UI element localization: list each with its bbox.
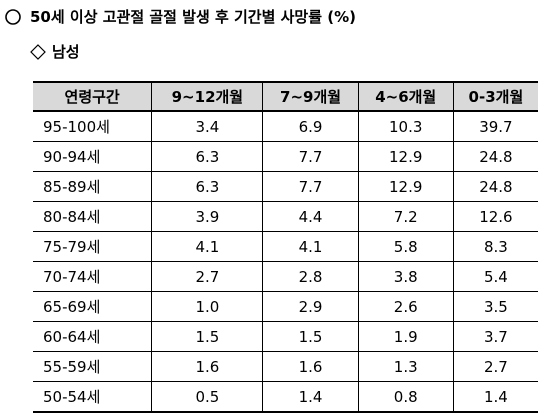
row-label: 50-54세 <box>33 381 152 413</box>
cell: 12.9 <box>357 141 454 172</box>
cell: 4.1 <box>151 231 263 262</box>
row-label: 65-69세 <box>33 291 152 322</box>
row-label: 55-59세 <box>33 351 152 382</box>
cell: 8.3 <box>452 231 538 262</box>
table-row: 55-59세 1.6 1.6 1.3 2.7 <box>33 351 538 382</box>
cell: 3.8 <box>357 261 454 292</box>
cell: 6.3 <box>151 171 263 202</box>
cell: 7.7 <box>262 141 359 172</box>
cell: 6.3 <box>151 141 263 172</box>
cell: 3.9 <box>151 201 263 232</box>
cell: 2.7 <box>452 351 538 382</box>
cell: 1.3 <box>357 351 454 382</box>
cell: 24.8 <box>452 141 538 172</box>
cell: 1.6 <box>262 351 359 382</box>
cell: 1.4 <box>452 381 538 413</box>
table-row: 80-84세 3.9 4.4 7.2 12.6 <box>33 201 538 232</box>
cell: 7.7 <box>262 171 359 202</box>
cell: 3.7 <box>452 321 538 352</box>
table: 연령구간 9~12개월 7~9개월 4~6개월 0-3개월 95-100세 3.4 6.9 1… <box>33 81 538 413</box>
row-label: 90-94세 <box>33 141 152 172</box>
cell: 5.8 <box>357 231 454 262</box>
column-header: 7~9개월 <box>262 81 359 112</box>
cell: 1.5 <box>262 321 359 352</box>
cell: 3.5 <box>452 291 538 322</box>
cell: 4.4 <box>262 201 359 232</box>
column-header: 연령구간 <box>33 81 152 112</box>
table-row: 65-69세 1.0 2.9 2.6 3.5 <box>33 291 538 322</box>
bullet-diamond <box>30 44 46 60</box>
table-row: 50-54세 0.5 1.4 0.8 1.4 <box>33 381 538 413</box>
cell: 0.5 <box>151 381 263 413</box>
row-label: 60-64세 <box>33 321 152 352</box>
table-row: 70-74세 2.7 2.8 3.8 5.4 <box>33 261 538 292</box>
row-label: 95-100세 <box>33 111 152 142</box>
cell: 3.4 <box>151 111 263 142</box>
cell: 39.7 <box>452 111 538 142</box>
cell: 1.0 <box>151 291 263 322</box>
cell: 7.2 <box>357 201 454 232</box>
cell: 2.9 <box>262 291 359 322</box>
cell: 2.6 <box>357 291 454 322</box>
subtitle: 남성 <box>52 43 80 61</box>
cell: 12.6 <box>452 201 538 232</box>
table-row: 90-94세 6.3 7.7 12.9 24.8 <box>33 141 538 172</box>
bullet-circle <box>5 9 21 25</box>
table-body: 95-100세 3.4 6.9 10.3 39.7 90-94세 6.3 7.7 12.9 24.… <box>33 111 538 413</box>
cell: 24.8 <box>452 171 538 202</box>
cell: 1.6 <box>151 351 263 382</box>
cell: 1.4 <box>262 381 359 413</box>
row-label: 70-74세 <box>33 261 152 292</box>
cell: 1.5 <box>151 321 263 352</box>
title: 50세 이상 고관절 골절 발생 후 기간별 사망률 (%) <box>30 8 356 26</box>
table-row: 75-79세 4.1 4.1 5.8 8.3 <box>33 231 538 262</box>
cell: 0.8 <box>357 381 454 413</box>
cell: 10.3 <box>357 111 454 142</box>
header-row: 연령구간 9~12개월 7~9개월 4~6개월 0-3개월 <box>33 81 538 112</box>
column-header: 0-3개월 <box>452 81 538 112</box>
cell: 5.4 <box>452 261 538 292</box>
cell: 2.8 <box>262 261 359 292</box>
row-label: 85-89세 <box>33 171 152 202</box>
cell: 2.7 <box>151 261 263 292</box>
cell: 12.9 <box>357 171 454 202</box>
table-row: 60-64세 1.5 1.5 1.9 3.7 <box>33 321 538 352</box>
row-label: 75-79세 <box>33 231 152 262</box>
cell: 6.9 <box>262 111 359 142</box>
row-label: 80-84세 <box>33 201 152 232</box>
column-header: 4~6개월 <box>357 81 454 112</box>
table-row: 85-89세 6.3 7.7 12.9 24.8 <box>33 171 538 202</box>
table-row: 95-100세 3.4 6.9 10.3 39.7 <box>33 111 538 142</box>
cell: 1.9 <box>357 321 454 352</box>
cell: 4.1 <box>262 231 359 262</box>
column-header: 9~12개월 <box>151 81 263 112</box>
